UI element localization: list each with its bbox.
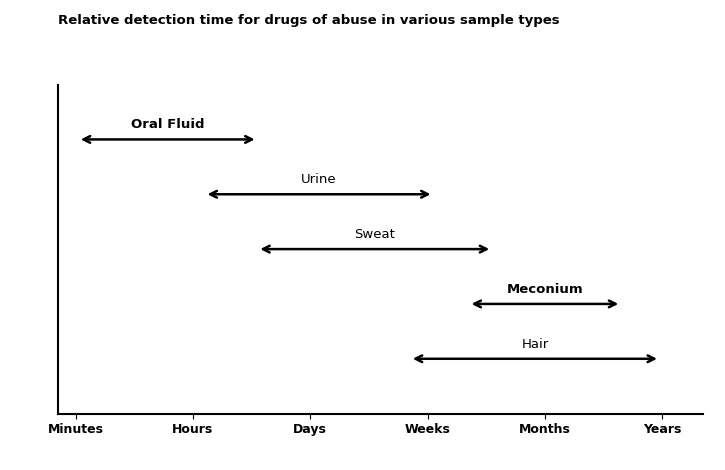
Text: Sweat: Sweat: [355, 228, 395, 241]
Text: Relative detection time for drugs of abuse in various sample types: Relative detection time for drugs of abu…: [58, 14, 560, 27]
Text: Urine: Urine: [301, 173, 337, 186]
Text: Meconium: Meconium: [507, 283, 583, 296]
Text: Hair: Hair: [521, 337, 549, 351]
Text: Oral Fluid: Oral Fluid: [131, 118, 204, 131]
